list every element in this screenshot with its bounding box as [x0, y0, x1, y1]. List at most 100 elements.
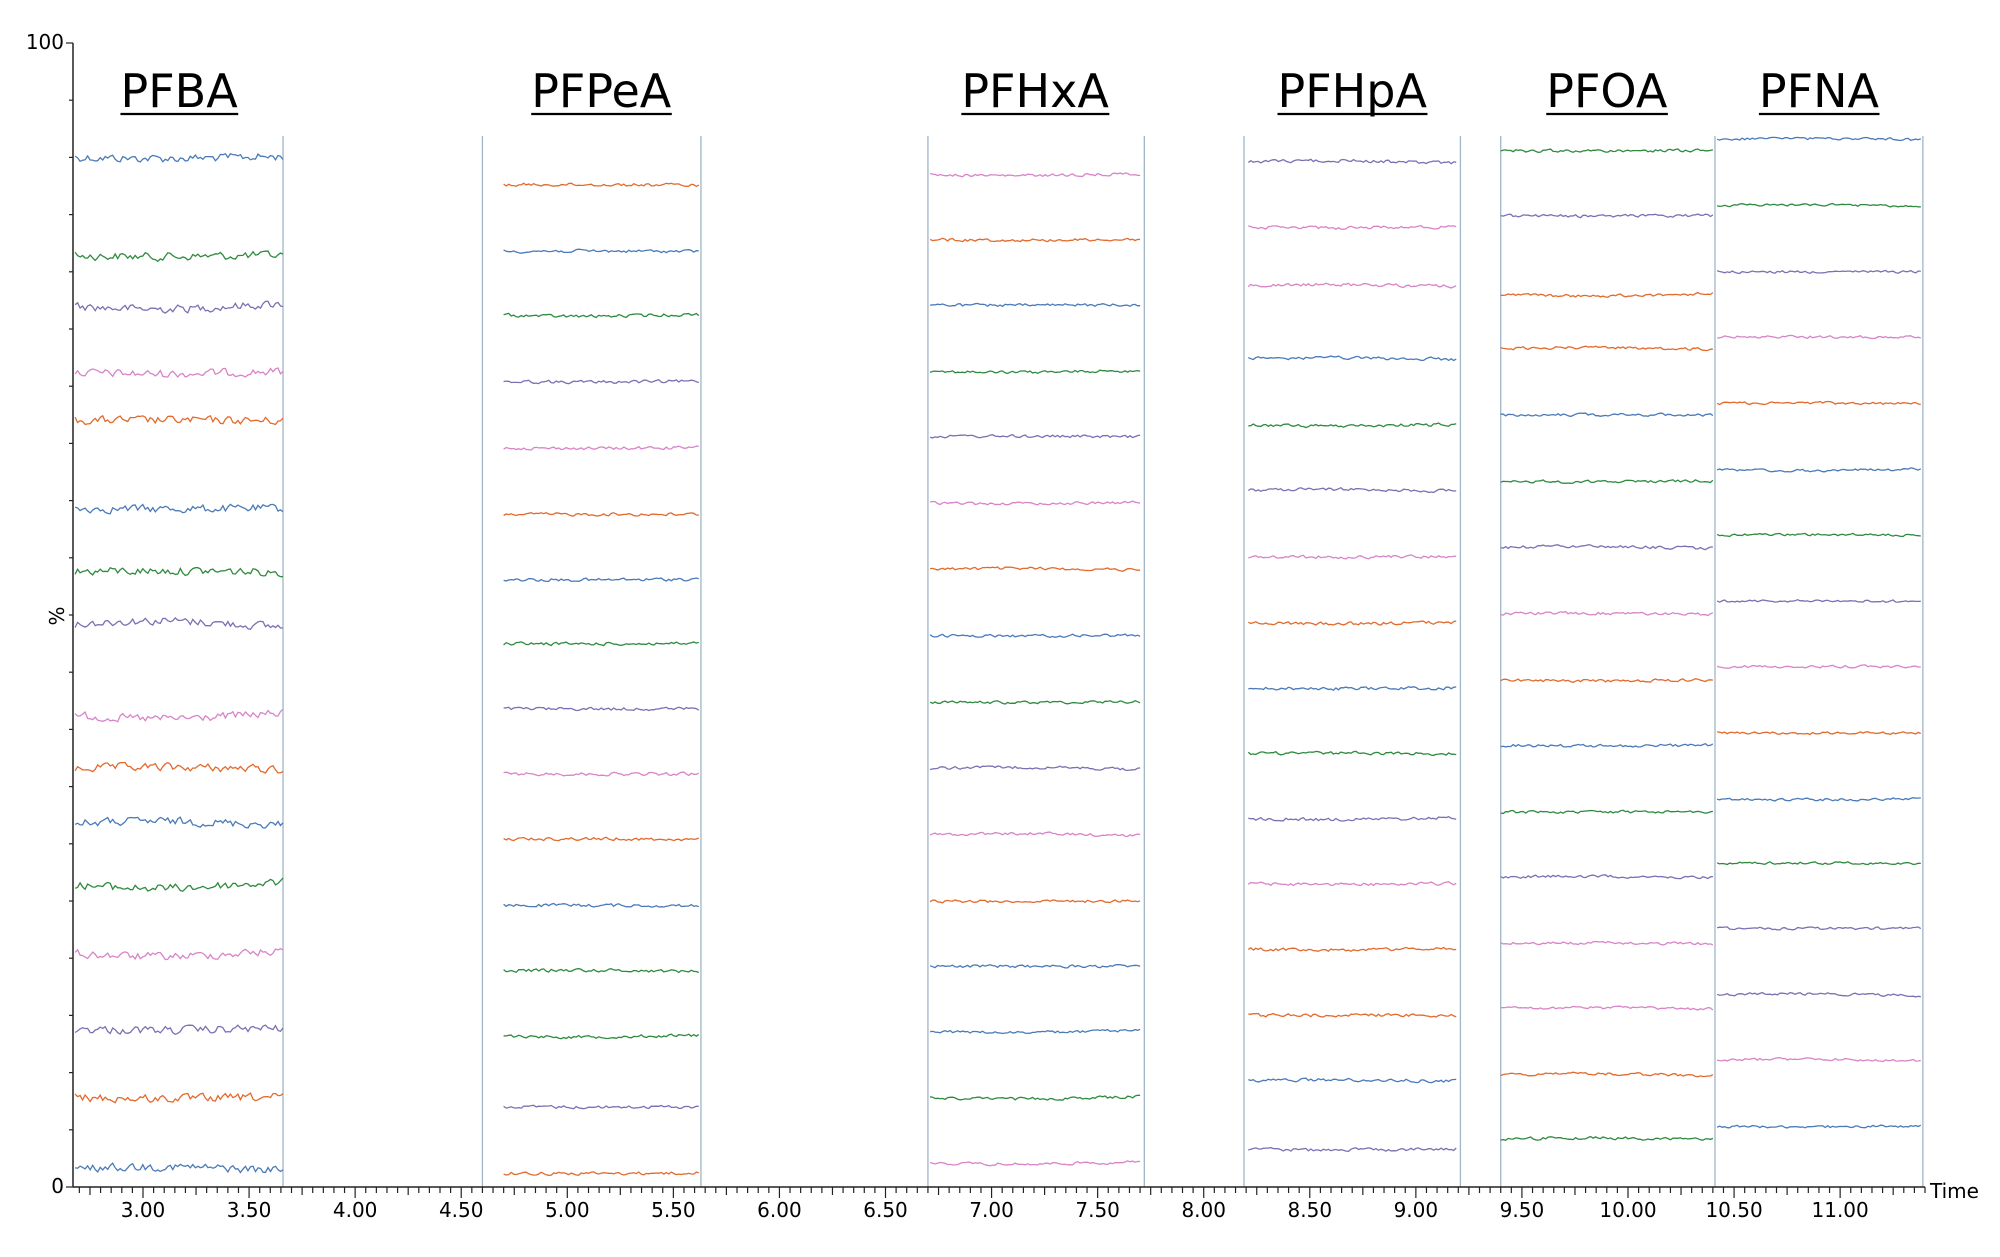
trace-line [1500, 291, 1714, 298]
trace-line [929, 172, 1141, 178]
trace-line [1500, 213, 1714, 219]
trace-line [503, 312, 700, 319]
trace-line [74, 1092, 284, 1104]
trace-line [1500, 412, 1714, 418]
trace-line [1248, 620, 1457, 626]
trace-line [1716, 991, 1921, 998]
x-tick-label: 6.00 [757, 1198, 802, 1222]
trace-line [1248, 815, 1457, 822]
trace-line [1248, 686, 1457, 691]
trace-line [1716, 400, 1921, 406]
trace-line [1716, 731, 1922, 736]
trace-line [1247, 282, 1457, 289]
axes: 100 0 3.00 3.50 4.00 4.50 5.00 5.50 6.00 6.50 7.0… [26, 30, 1979, 1222]
x-ticks: 3.00 3.50 4.00 4.50 5.00 5.50 6.00 6.50 7.00 7.50… [78, 1187, 1926, 1222]
trace-line [1247, 486, 1457, 494]
trace-line [503, 1171, 699, 1176]
trace-line [1248, 1012, 1457, 1018]
panel-title: PFHxA [961, 64, 1109, 118]
trace-line [1716, 136, 1922, 142]
x-tick-label: 8.50 [1288, 1198, 1333, 1222]
trace-line [930, 566, 1141, 572]
trace-line [1500, 148, 1714, 154]
trace-line [503, 511, 699, 517]
trace-line [503, 706, 700, 712]
trace-line [1247, 158, 1457, 165]
trace-line [503, 577, 699, 583]
trace-line [503, 445, 699, 451]
trace-line [1247, 881, 1457, 887]
trace-line [503, 378, 699, 385]
trace-line [1716, 598, 1921, 603]
y-tick-label: 0 [51, 1174, 64, 1198]
trace-line [1248, 1077, 1457, 1084]
x-tick-label: 3.50 [227, 1198, 272, 1222]
trace-line [1500, 479, 1714, 484]
trace-line [1248, 1146, 1457, 1152]
trace-line [929, 302, 1141, 308]
trace-line [929, 765, 1141, 772]
panel-separators [282, 136, 1924, 1187]
x-tick-label: 7.00 [969, 1198, 1014, 1222]
trace-line [503, 1104, 699, 1110]
trace-line [1500, 1071, 1714, 1078]
panel-titles: PFBA PFPeA PFHxA PFHpA PFOA PFNA [120, 64, 1880, 118]
x-tick-label: 5.50 [651, 1198, 696, 1222]
y-axis-label: % [45, 606, 69, 625]
panel-title: PFHpA [1277, 64, 1427, 118]
trace-line [503, 836, 700, 842]
trace-line [929, 899, 1141, 904]
x-axis-label: Time [1929, 1179, 1979, 1203]
trace-line [74, 947, 284, 961]
trace-line [1716, 467, 1922, 473]
trace-line [74, 816, 284, 829]
trace-line [929, 831, 1141, 838]
trace-line [929, 1160, 1141, 1167]
trace-line [929, 699, 1141, 705]
trace-line [929, 433, 1141, 439]
panel-title: PFOA [1546, 64, 1668, 118]
trace-line [503, 967, 700, 974]
y-ticks: 100 0 [26, 30, 73, 1198]
trace-line [74, 414, 284, 426]
trace-line [1500, 1135, 1714, 1142]
trace-line [929, 633, 1141, 638]
trace-line [503, 902, 700, 908]
trace-line [74, 616, 283, 631]
trace-line [929, 369, 1141, 375]
panel-title: PFNA [1759, 64, 1880, 118]
x-tick-label: 6.50 [863, 1198, 908, 1222]
panel-title: PFPeA [531, 64, 672, 118]
trace-line [1716, 861, 1921, 866]
trace-line [1716, 1124, 1922, 1129]
trace-line [1716, 269, 1921, 275]
trace-line [929, 1094, 1141, 1101]
trace-line [1500, 809, 1714, 815]
trace-line [74, 300, 284, 314]
x-tick-label: 9.00 [1394, 1198, 1439, 1222]
x-tick-label: 10.00 [1599, 1198, 1656, 1222]
trace-line [1248, 554, 1457, 560]
x-tick-label: 9.50 [1500, 1198, 1545, 1222]
trace-line [74, 1024, 284, 1036]
trace-line [1716, 664, 1921, 669]
trace-line [1500, 678, 1713, 683]
trace-line [1500, 940, 1714, 946]
trace-line [1500, 742, 1714, 748]
x-tick-label: 7.50 [1075, 1198, 1120, 1222]
trace-line [75, 1162, 284, 1174]
trace-line [503, 248, 699, 254]
trace-line [1500, 874, 1713, 880]
trace-line [1716, 532, 1921, 538]
x-tick-label: 11.00 [1812, 1198, 1869, 1222]
trace-line [74, 153, 284, 163]
trace-line [74, 877, 284, 892]
trace-line [1248, 224, 1457, 230]
trace-line [503, 1033, 700, 1040]
trace-line [929, 237, 1141, 243]
trace-line [74, 250, 284, 263]
trace-line [1247, 750, 1457, 757]
trace-line [1500, 610, 1714, 617]
trace-lines [74, 136, 1922, 1176]
